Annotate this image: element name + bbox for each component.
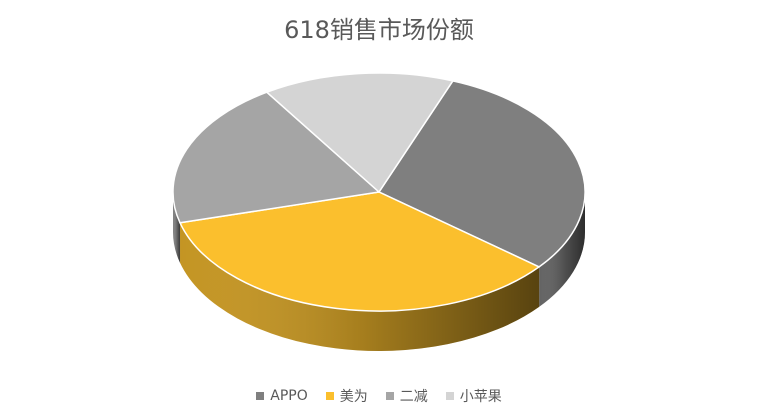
pie-top-layer	[172, 72, 586, 312]
legend-item[interactable]: APPO	[256, 388, 308, 404]
pie-slice-APPO[interactable]	[378, 80, 586, 268]
pie-slice-side-shading	[180, 222, 540, 351]
legend-label: APPO	[270, 388, 308, 404]
legend-swatch	[256, 392, 265, 400]
pie-slice-二减[interactable]	[172, 91, 380, 224]
legend-label: 二减	[399, 389, 428, 405]
legend-swatch	[385, 392, 394, 400]
legend-label: 小苹果	[459, 389, 502, 405]
legend-item[interactable]: 小苹果	[445, 386, 502, 406]
chart-legend: APPO 美为 二减 小苹果	[0, 386, 758, 406]
legend-swatch	[445, 392, 454, 400]
legend-label: 美为	[339, 389, 368, 405]
legend-swatch	[325, 392, 334, 400]
chart-title: 618销售市场份额	[284, 16, 474, 44]
pie-slice-side-shading	[539, 192, 585, 307]
legend-item[interactable]: 二减	[385, 386, 428, 406]
legend-item[interactable]: 美为	[325, 386, 368, 406]
pie-slice-小苹果[interactable]	[266, 72, 454, 193]
pie-slice-美为[interactable]	[179, 191, 540, 312]
